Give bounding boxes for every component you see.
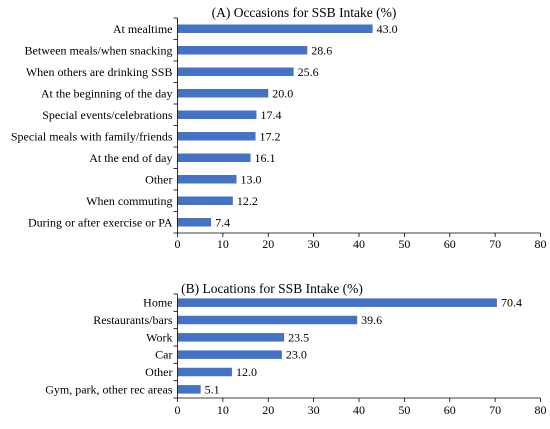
x-tick-label-b-6: 60 [444,403,456,417]
value-label-b-5: 12.0 [236,365,257,379]
bar-a-5 [177,110,257,119]
category-label-b-2: Restaurants/bars [93,313,173,327]
bar-a-3 [177,67,294,76]
chart-b-locations: Home 70.4 Restaurants/bars 39.6 Work 23.5 Car 2… [45,293,547,417]
bar-b-4 [177,350,282,359]
value-label-a-7: 16.1 [255,151,276,165]
x-tick-label-a-3: 30 [308,237,320,251]
chart-a-title: (A) Occasions for SSB Intake (%) [212,5,397,20]
value-label-b-3: 23.5 [288,330,309,344]
bar-a-8 [177,175,237,184]
bar-b-3 [177,333,285,342]
category-label-a-6: Special meals with family/friends [11,129,173,143]
x-tick-label-a-8: 80 [535,237,547,251]
value-label-b-1: 70.4 [501,296,522,310]
value-label-a-5: 17.4 [260,108,281,122]
x-tick-label-a-5: 50 [398,237,410,251]
value-label-a-3: 25.6 [298,65,319,79]
category-label-b-4: Car [155,348,172,362]
category-label-b-1: Home [143,296,172,310]
x-tick-label-a-6: 60 [444,237,456,251]
category-label-a-2: Between meals/when snacking [25,43,173,57]
x-tick-label-b-1: 10 [217,403,229,417]
value-label-a-10: 7.4 [215,215,230,229]
chart-b-title: (B) Locations for SSB Intake (%) [181,281,363,296]
category-label-b-5: Other [145,365,172,379]
category-label-b-3: Work [146,330,172,344]
bar-a-2 [177,46,308,55]
category-label-a-7: At the end of day [89,151,172,165]
category-label-b-6: Gym, park, other rec areas [45,382,173,396]
x-tick-label-b-7: 70 [489,403,501,417]
value-label-a-8: 13.0 [240,172,261,186]
value-label-b-6: 5.1 [205,382,220,396]
x-tick-label-b-8: 80 [535,403,547,417]
category-label-a-5: Special events/celebrations [42,108,173,122]
value-label-b-2: 39.6 [361,313,382,327]
bar-a-9 [177,196,233,205]
bar-b-1 [177,298,497,307]
value-label-b-4: 23.0 [286,348,307,362]
category-label-a-4: At the beginning of the day [41,86,173,100]
bar-b-5 [177,367,232,377]
x-tick-label-b-3: 30 [308,403,320,417]
value-label-a-6: 17.2 [260,129,281,143]
bar-b-6 [177,385,201,394]
x-tick-label-b-5: 50 [398,403,410,417]
x-tick-label-b-4: 40 [353,403,365,417]
bar-a-6 [177,132,256,141]
x-tick-label-a-2: 20 [262,237,274,251]
bar-a-7 [177,153,251,162]
value-label-a-9: 12.2 [237,194,258,208]
value-label-a-2: 28.6 [311,43,332,57]
category-label-a-10: During or after exercise or PA [28,215,173,229]
category-label-a-3: When others are drinking SSB [26,65,173,79]
category-label-a-8: Other [145,172,172,186]
bar-b-2 [177,315,358,325]
category-label-a-1: At mealtime [113,22,173,36]
bar-a-1 [177,24,373,33]
x-tick-label-a-7: 70 [489,237,501,251]
x-tick-label-a-1: 10 [217,237,229,251]
x-tick-label-a-4: 40 [353,237,365,251]
bar-a-10 [177,218,212,227]
x-tick-label-b-0: 0 [175,403,181,417]
x-tick-label-b-2: 20 [262,403,274,417]
x-tick-label-a-0: 0 [175,237,181,251]
value-label-a-1: 43.0 [377,22,398,36]
category-label-a-9: When commuting [86,194,172,208]
bar-a-4 [177,89,269,98]
value-label-a-4: 20.0 [272,86,293,100]
chart-a-occasions: At mealtime 43.0 Between meals/when snacki… [11,17,547,251]
